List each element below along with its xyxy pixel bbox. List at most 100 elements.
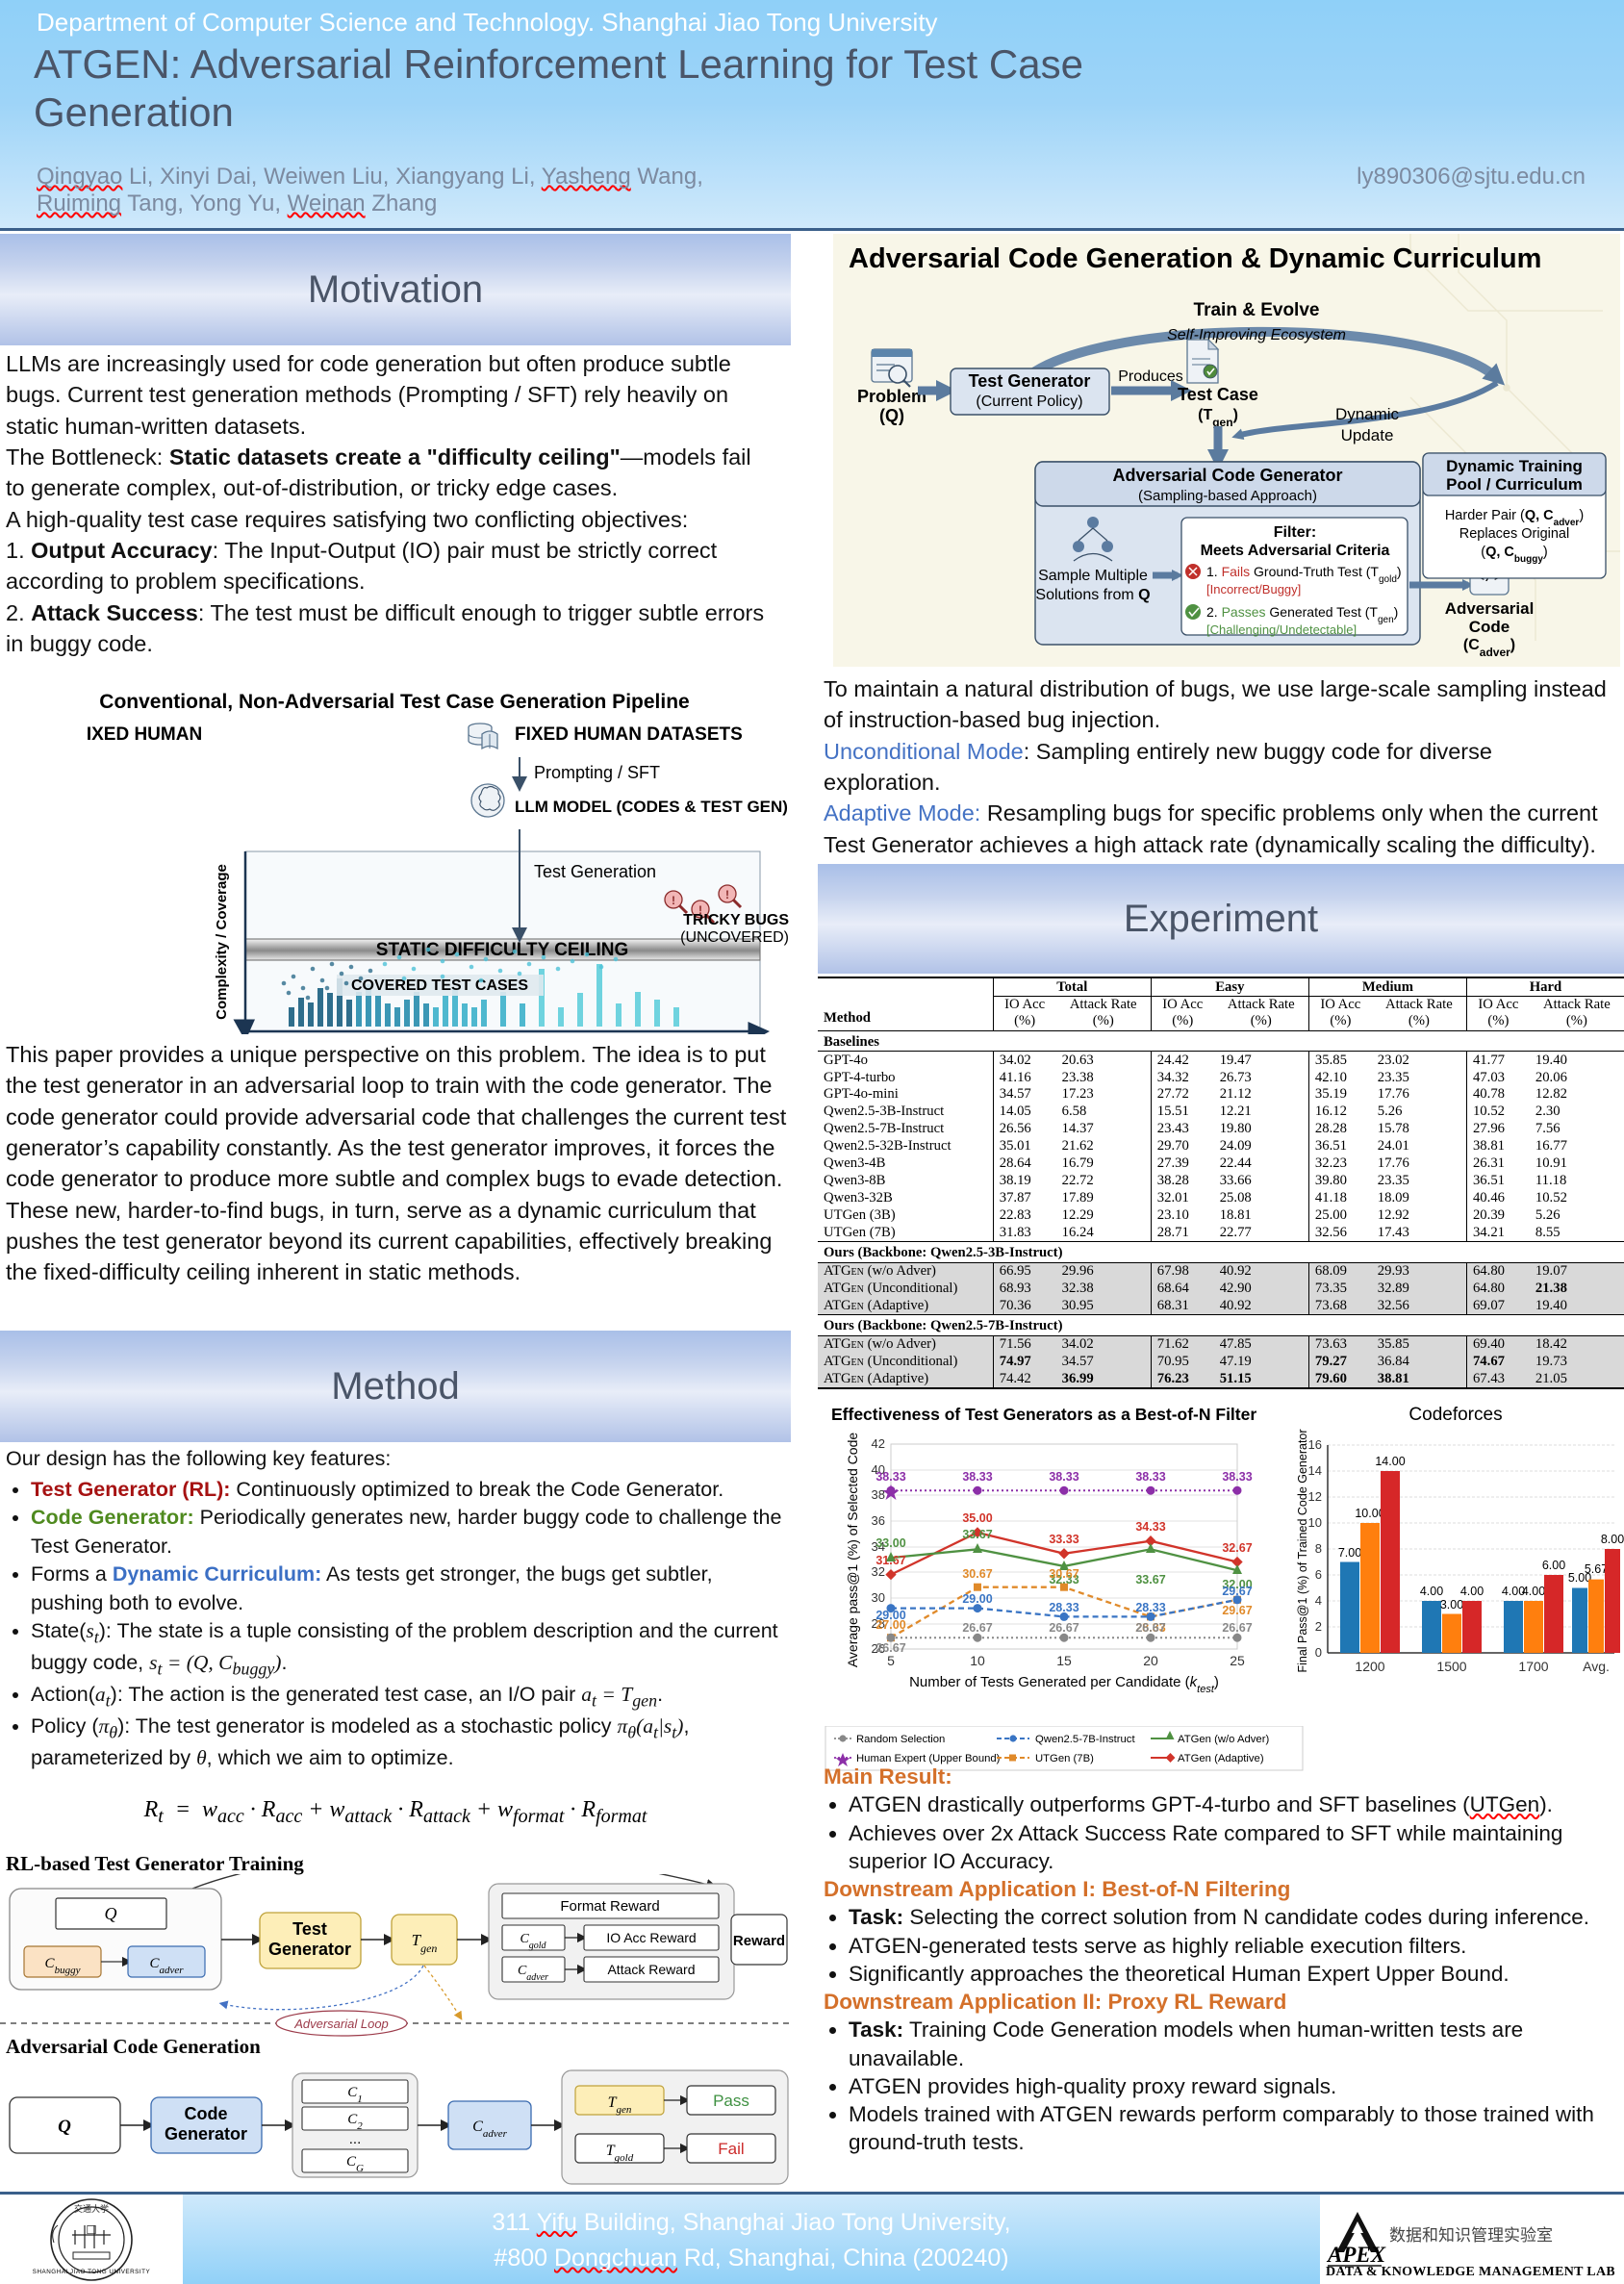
svg-text:26.67: 26.67 <box>1222 1621 1252 1635</box>
svg-text:5: 5 <box>887 1653 895 1668</box>
svg-text:8: 8 <box>1315 1541 1322 1556</box>
svg-text:LLM MODEL (CODES & TEST GEN): LLM MODEL (CODES & TEST GEN) <box>515 798 788 816</box>
svg-text:4.00: 4.00 <box>1460 1585 1484 1598</box>
svg-text:SHANGHAI JIAO TONG UNIVERSITY: SHANGHAI JIAO TONG UNIVERSITY <box>33 2269 151 2275</box>
svg-text:Qwen2.5-7B-Instruct: Qwen2.5-7B-Instruct <box>1035 1734 1135 1745</box>
svg-text:Dynamic Training: Dynamic Training <box>1446 457 1583 475</box>
svg-text:Final Pass@1 (%) of Trained Co: Final Pass@1 (%) of Trained Code Generat… <box>1296 1429 1309 1672</box>
svg-text:38.33: 38.33 <box>962 1470 992 1484</box>
svg-text:APEX: APEX <box>1326 2243 1386 2267</box>
svg-text:[Incorrect/Buggy]: [Incorrect/Buggy] <box>1206 582 1301 596</box>
svg-text:Avg.: Avg. <box>1583 1659 1610 1674</box>
svg-text:Q: Q <box>58 2117 71 2137</box>
svg-text:(Sampling-based Approach): (Sampling-based Approach) <box>1138 488 1317 504</box>
svg-text:29.00: 29.00 <box>962 1592 992 1606</box>
svg-text:14: 14 <box>1308 1463 1322 1478</box>
svg-text:(Cadver): (Cadver) <box>1463 637 1515 659</box>
svg-text:32.67: 32.67 <box>1222 1541 1252 1555</box>
svg-text:14.00: 14.00 <box>1375 1455 1405 1468</box>
svg-text:38.33: 38.33 <box>1049 1470 1078 1484</box>
svg-text:38: 38 <box>872 1487 885 1502</box>
svg-text:26.67: 26.67 <box>962 1621 992 1635</box>
svg-text:38.33: 38.33 <box>1135 1470 1165 1484</box>
svg-text:4.00: 4.00 <box>1522 1585 1545 1598</box>
svg-text:Code: Code <box>1469 618 1510 636</box>
svg-text:Meets Adversarial Criteria: Meets Adversarial Criteria <box>1201 543 1390 559</box>
svg-text:8.00: 8.00 <box>1601 1533 1624 1546</box>
svg-text:1500: 1500 <box>1436 1659 1466 1674</box>
svg-text:Code: Code <box>185 2104 228 2123</box>
svg-text:Generator: Generator <box>165 2124 247 2144</box>
svg-text:(Q): (Q) <box>879 406 904 425</box>
svg-text:6.00: 6.00 <box>1542 1559 1565 1572</box>
svg-text:Adversarial: Adversarial <box>1445 599 1535 618</box>
svg-text:数据和知识管理实验室: 数据和知识管理实验室 <box>1389 2226 1553 2245</box>
svg-text:2: 2 <box>1315 1619 1322 1634</box>
svg-text:Reward: Reward <box>733 1933 785 1949</box>
svg-text:Adversarial Code Generation: Adversarial Code Generation <box>6 2035 261 2057</box>
svg-text:28.33: 28.33 <box>1049 1601 1078 1614</box>
svg-text:Train & Evolve: Train & Evolve <box>1194 300 1320 320</box>
svg-text:6: 6 <box>1315 1567 1322 1582</box>
svg-text:38.33: 38.33 <box>875 1470 905 1484</box>
svg-text:33.33: 33.33 <box>1049 1533 1078 1546</box>
svg-text:Produces: Produces <box>1118 368 1183 385</box>
svg-text:16: 16 <box>1308 1437 1322 1452</box>
svg-text:10: 10 <box>970 1653 985 1668</box>
svg-text:Attack Reward: Attack Reward <box>607 1962 695 1977</box>
svg-text:Test: Test <box>292 1919 327 1939</box>
svg-text:38.33: 38.33 <box>1222 1470 1252 1484</box>
svg-text:!: ! <box>725 888 729 901</box>
svg-text:35.00: 35.00 <box>962 1511 992 1525</box>
svg-text:1200: 1200 <box>1355 1659 1384 1674</box>
svg-text:29.67: 29.67 <box>1222 1585 1252 1598</box>
svg-text:STATIC DIFFICULTY CEILING: STATIC DIFFICULTY CEILING <box>376 940 628 960</box>
svg-text:Filter:: Filter: <box>1274 524 1316 541</box>
svg-text:DATA & KNOWLEDGE MANAGEMENT LA: DATA & KNOWLEDGE MANAGEMENT LAB <box>1326 2265 1614 2279</box>
svg-text:Update: Update <box>1341 426 1394 444</box>
svg-text:ATGen (w/o Adver): ATGen (w/o Adver) <box>1178 1734 1269 1745</box>
svg-text:33.00: 33.00 <box>875 1536 905 1550</box>
svg-text:IXED HUMAN: IXED HUMAN <box>87 724 202 745</box>
svg-text:30.67: 30.67 <box>1049 1567 1078 1581</box>
svg-text:Generator: Generator <box>268 1940 351 1959</box>
svg-text:29.00: 29.00 <box>875 1609 905 1622</box>
svg-text:Complexity / Coverage: Complexity / Coverage <box>214 864 230 1020</box>
svg-text:15: 15 <box>1056 1653 1072 1668</box>
svg-text:Adversarial Loop: Adversarial Loop <box>293 2017 389 2031</box>
svg-text:Format Reward: Format Reward <box>560 1898 659 1915</box>
svg-text:FIXED HUMAN DATASETS: FIXED HUMAN DATASETS <box>515 724 743 745</box>
svg-text:30.67: 30.67 <box>962 1567 992 1581</box>
svg-text:30: 30 <box>872 1590 885 1605</box>
svg-text:36: 36 <box>872 1513 885 1528</box>
svg-text:Random Selection: Random Selection <box>856 1734 945 1745</box>
svg-text:5.67: 5.67 <box>1585 1562 1608 1576</box>
svg-text:[Challenging/Undetectable]: [Challenging/Undetectable] <box>1206 622 1357 637</box>
svg-text:Sample Multiple: Sample Multiple <box>1038 568 1148 584</box>
svg-text:26.67: 26.67 <box>1135 1621 1165 1635</box>
svg-text:4: 4 <box>1315 1593 1322 1608</box>
svg-text:COVERED TEST CASES: COVERED TEST CASES <box>351 977 528 994</box>
svg-text:Adversarial Code Generator: Adversarial Code Generator <box>1112 466 1342 485</box>
svg-text:(UNCOVERED): (UNCOVERED) <box>680 929 789 946</box>
svg-text:!: ! <box>672 894 675 907</box>
svg-text:12: 12 <box>1308 1489 1322 1504</box>
svg-text:42: 42 <box>872 1436 885 1451</box>
svg-text:Fail: Fail <box>718 2140 744 2158</box>
svg-text:Q: Q <box>105 1904 117 1923</box>
svg-text:Prompting / SFT: Prompting / SFT <box>534 763 660 782</box>
svg-text:Test Case: Test Case <box>1178 385 1258 404</box>
svg-text:Test Generator: Test Generator <box>969 371 1091 391</box>
svg-text:Problem: Problem <box>857 387 926 406</box>
svg-text:...: ... <box>349 2131 362 2147</box>
svg-text:(Current Policy): (Current Policy) <box>976 393 1082 410</box>
svg-text:10: 10 <box>1308 1515 1322 1530</box>
svg-text:Average pass@1 (%) of Selected: Average pass@1 (%) of Selected Code <box>845 1433 860 1668</box>
svg-text:交通大学: 交通大学 <box>74 2203 109 2214</box>
svg-text:Solutions from Q: Solutions from Q <box>1035 587 1150 603</box>
svg-text:Test Generation: Test Generation <box>534 862 656 881</box>
svg-text:28.33: 28.33 <box>1135 1601 1165 1614</box>
svg-text:Number of Tests Generated per: Number of Tests Generated per Candidate … <box>909 1674 1219 1695</box>
svg-text:0: 0 <box>1315 1645 1322 1660</box>
svg-text:Dynamic: Dynamic <box>1335 405 1400 423</box>
